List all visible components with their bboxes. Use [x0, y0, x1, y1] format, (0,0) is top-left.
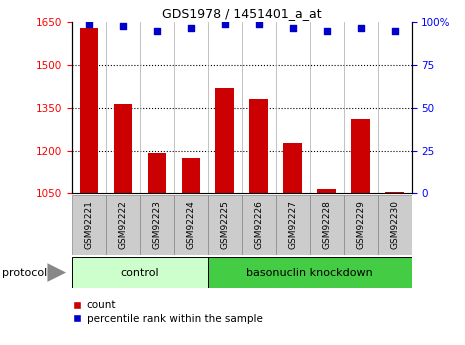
Bar: [385, 192, 404, 193]
Point: [153, 28, 160, 34]
FancyBboxPatch shape: [310, 195, 344, 255]
FancyBboxPatch shape: [276, 195, 310, 255]
Text: GSM92222: GSM92222: [119, 200, 127, 248]
Text: protocol: protocol: [2, 268, 47, 277]
FancyBboxPatch shape: [242, 195, 276, 255]
Point: [357, 25, 365, 30]
Text: GSM92230: GSM92230: [390, 200, 399, 249]
FancyBboxPatch shape: [140, 195, 174, 255]
Text: control: control: [120, 268, 159, 277]
Text: GSM92224: GSM92224: [186, 200, 195, 248]
Bar: [215, 88, 234, 193]
Bar: [317, 189, 336, 193]
FancyBboxPatch shape: [106, 195, 140, 255]
FancyBboxPatch shape: [208, 257, 412, 288]
FancyBboxPatch shape: [174, 195, 208, 255]
Text: GSM92225: GSM92225: [220, 200, 229, 249]
Point: [289, 25, 297, 30]
FancyBboxPatch shape: [208, 195, 242, 255]
Polygon shape: [47, 263, 66, 282]
Text: GSM92229: GSM92229: [356, 200, 365, 249]
FancyBboxPatch shape: [344, 195, 378, 255]
Bar: [351, 119, 370, 193]
Point: [85, 21, 93, 27]
Point: [221, 21, 228, 27]
Text: GSM92223: GSM92223: [153, 200, 161, 249]
Point: [255, 21, 262, 27]
Title: GDS1978 / 1451401_a_at: GDS1978 / 1451401_a_at: [162, 7, 322, 20]
Bar: [181, 158, 200, 193]
Point: [119, 23, 126, 29]
FancyBboxPatch shape: [72, 257, 208, 288]
Bar: [80, 28, 99, 193]
Point: [391, 28, 398, 34]
Text: basonuclin knockdown: basonuclin knockdown: [246, 268, 373, 277]
Text: GSM92227: GSM92227: [288, 200, 297, 249]
Text: GSM92228: GSM92228: [322, 200, 331, 249]
Point: [187, 25, 194, 30]
Bar: [113, 104, 133, 193]
Bar: [283, 144, 302, 193]
Bar: [249, 99, 268, 193]
Point: [323, 28, 330, 34]
Text: GSM92221: GSM92221: [85, 200, 93, 249]
FancyBboxPatch shape: [378, 195, 412, 255]
Legend: count, percentile rank within the sample: count, percentile rank within the sample: [68, 296, 267, 328]
Bar: [147, 153, 166, 193]
FancyBboxPatch shape: [72, 195, 106, 255]
Text: GSM92226: GSM92226: [254, 200, 263, 249]
